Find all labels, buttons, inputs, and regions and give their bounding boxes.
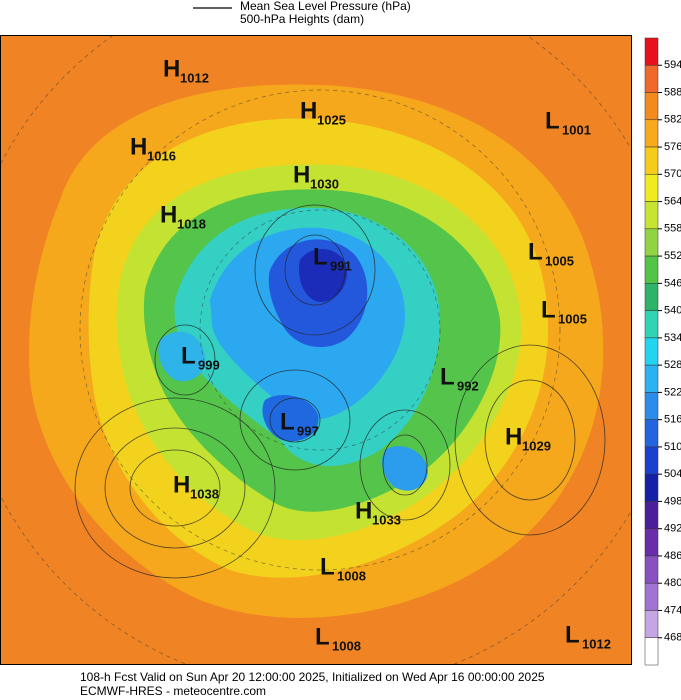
center-pressure: 1008 [337, 568, 366, 583]
colorbar-swatch [644, 92, 659, 121]
legend-text: Mean Sea Level Pressure (hPa) [240, 0, 411, 13]
colorbar-swatch [644, 255, 659, 284]
footer-text: 108-h Fcst Valid on Sun Apr 20 12:00:00 … [80, 670, 545, 684]
center-type: L [565, 621, 580, 648]
colorbar-label: 558 [664, 223, 681, 235]
colorbar-swatch [644, 501, 659, 529]
center-type: L [545, 107, 560, 134]
center-type: H [163, 55, 180, 82]
colorbar-swatch [644, 419, 659, 448]
colorbar-swatch [644, 364, 659, 393]
center-pressure: 1001 [562, 122, 591, 137]
center-type: L [181, 342, 196, 369]
colorbar-swatch [644, 283, 659, 311]
colorbar-label: 564 [664, 195, 681, 207]
center-type: H [173, 471, 190, 498]
center-type: H [300, 97, 317, 124]
colorbar-label: 540 [664, 305, 681, 317]
center-pressure: 1018 [177, 216, 206, 231]
center-pressure: 1008 [332, 638, 361, 653]
colorbar-swatch [644, 637, 659, 666]
colorbar-swatch [644, 119, 659, 148]
colorbar-swatch [644, 473, 659, 502]
center-pressure: 1038 [190, 486, 219, 501]
map-frame [0, 35, 632, 665]
center-type: H [130, 133, 147, 160]
center-type: H [293, 161, 310, 188]
center-type: H [505, 423, 522, 450]
colorbar-label: 588 [664, 86, 681, 98]
colorbar-label: 498 [664, 495, 681, 507]
colorbar-label: 552 [664, 250, 681, 262]
colorbar-label: 486 [664, 550, 681, 562]
colorbar-label: 534 [664, 332, 681, 344]
colorbar-swatch [644, 528, 659, 557]
colorbar-swatch [644, 65, 659, 93]
center-pressure: 997 [297, 423, 319, 438]
center-type: L [528, 238, 543, 265]
center-pressure: 1012 [180, 70, 209, 85]
colorbar-label: 474 [664, 604, 681, 616]
legend-text: 500-hPa Heights (dam) [240, 12, 364, 26]
colorbar-label: 468 [664, 632, 681, 644]
colorbar-swatch [644, 174, 659, 202]
center-type: L [541, 296, 556, 323]
colorbar-label: 546 [664, 277, 681, 289]
center-pressure: 1016 [147, 148, 176, 163]
center-pressure: 1005 [558, 311, 587, 326]
colorbar-label: 570 [664, 168, 681, 180]
center-pressure: 992 [457, 378, 479, 393]
center-pressure: 1025 [317, 112, 346, 127]
colorbar-label: 480 [664, 577, 681, 589]
colorbar-swatch [644, 446, 659, 475]
center-pressure: 1030 [310, 176, 339, 191]
colorbar-label: 528 [664, 359, 681, 371]
center-type: L [280, 408, 295, 435]
colorbar-swatch [644, 337, 659, 366]
colorbar-label: 594 [664, 59, 681, 71]
center-pressure: 1012 [582, 636, 611, 651]
colorbar-label: 492 [664, 523, 681, 535]
center-type: L [440, 363, 455, 390]
center-type: L [315, 623, 330, 650]
colorbar-swatch [644, 582, 659, 611]
colorbar-swatch [644, 555, 659, 584]
center-type: H [160, 201, 177, 228]
center-pressure: 991 [330, 258, 352, 273]
colorbar-swatch [644, 146, 659, 175]
colorbar-swatch [644, 201, 659, 230]
center-pressure: 1029 [522, 438, 551, 453]
center-pressure: 1005 [545, 253, 574, 268]
center-type: H [355, 497, 372, 524]
colorbar-label: 576 [664, 141, 681, 153]
colorbar-swatch [644, 37, 659, 66]
colorbar-label: 510 [664, 441, 681, 453]
colorbar-label: 504 [664, 468, 681, 480]
center-type: L [320, 553, 335, 580]
center-pressure: 1033 [372, 512, 401, 527]
colorbar-swatch [644, 610, 659, 638]
center-type: L [313, 243, 328, 270]
colorbar-swatch [644, 228, 659, 257]
colorbar-label: 516 [664, 414, 681, 426]
center-pressure: 999 [198, 357, 220, 372]
colorbar-swatch [644, 392, 659, 420]
colorbar-label: 582 [664, 114, 681, 126]
colorbar-label: 522 [664, 386, 681, 398]
colorbar-swatch [644, 310, 659, 339]
footer-text: ECMWF-HRES - meteocentre.com [80, 684, 266, 698]
